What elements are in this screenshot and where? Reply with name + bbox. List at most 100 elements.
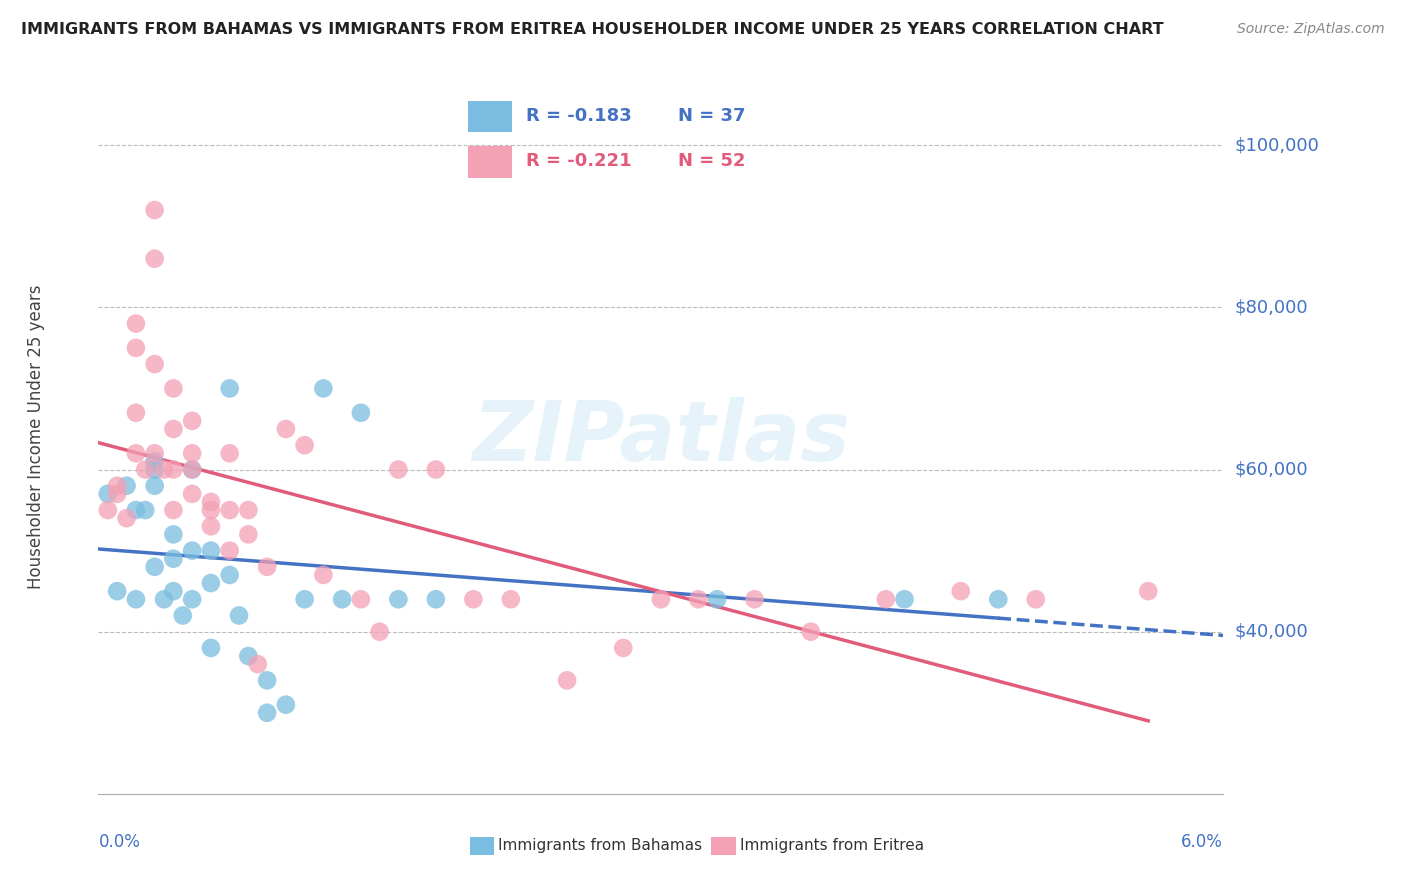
- Point: [143, 446, 166, 460]
- Point: [97, 487, 120, 501]
- Text: $80,000: $80,000: [1234, 298, 1308, 317]
- Text: Immigrants from Eritrea: Immigrants from Eritrea: [740, 838, 924, 854]
- Point: [143, 462, 166, 476]
- Point: [181, 446, 204, 460]
- Point: [650, 592, 672, 607]
- Point: [200, 576, 222, 591]
- Point: [181, 462, 204, 476]
- Point: [125, 503, 148, 517]
- Point: [115, 511, 138, 525]
- Point: [143, 202, 166, 217]
- Text: $100,000: $100,000: [1234, 136, 1319, 154]
- Point: [256, 559, 278, 574]
- Point: [1118, 868, 1140, 882]
- Point: [800, 624, 823, 639]
- Text: Source: ZipAtlas.com: Source: ZipAtlas.com: [1237, 22, 1385, 37]
- Point: [134, 462, 156, 476]
- Point: [200, 503, 222, 517]
- Point: [256, 673, 278, 688]
- Point: [218, 381, 240, 395]
- Text: 6.0%: 6.0%: [1181, 833, 1223, 851]
- Point: [125, 446, 148, 460]
- Point: [350, 406, 373, 420]
- Point: [744, 592, 766, 607]
- Text: $60,000: $60,000: [1234, 460, 1308, 478]
- Point: [134, 503, 156, 517]
- Point: [125, 341, 148, 355]
- Point: [1137, 584, 1160, 599]
- Point: [312, 568, 335, 582]
- Point: [256, 706, 278, 720]
- Point: [274, 422, 297, 436]
- Point: [181, 462, 204, 476]
- Point: [218, 543, 240, 558]
- Point: [181, 592, 204, 607]
- Point: [368, 624, 391, 639]
- Point: [238, 503, 260, 517]
- Point: [105, 487, 128, 501]
- Point: [200, 543, 222, 558]
- Point: [425, 592, 447, 607]
- Point: [162, 503, 184, 517]
- Point: [218, 446, 240, 460]
- Point: [949, 584, 972, 599]
- Point: [200, 495, 222, 509]
- Point: [274, 698, 297, 712]
- Point: [875, 592, 897, 607]
- Text: $40,000: $40,000: [1234, 623, 1308, 640]
- Text: 0.0%: 0.0%: [98, 833, 141, 851]
- Point: [330, 592, 353, 607]
- Text: Immigrants from Bahamas: Immigrants from Bahamas: [498, 838, 702, 854]
- Point: [688, 592, 710, 607]
- Point: [294, 438, 316, 452]
- Point: [238, 527, 260, 541]
- Bar: [711, 837, 737, 855]
- Point: [153, 592, 176, 607]
- Point: [125, 406, 148, 420]
- Point: [162, 584, 184, 599]
- Point: [162, 551, 184, 566]
- Point: [181, 487, 204, 501]
- Point: [499, 592, 522, 607]
- Point: [115, 479, 138, 493]
- Point: [125, 317, 148, 331]
- Point: [162, 527, 184, 541]
- Point: [463, 592, 485, 607]
- Text: ZIPatlas: ZIPatlas: [472, 397, 849, 477]
- Point: [294, 592, 316, 607]
- Point: [200, 519, 222, 533]
- Point: [143, 252, 166, 266]
- Bar: [470, 837, 495, 855]
- Point: [105, 584, 128, 599]
- Point: [162, 422, 184, 436]
- Point: [246, 657, 269, 672]
- Point: [312, 381, 335, 395]
- Point: [218, 503, 240, 517]
- Point: [143, 454, 166, 468]
- Point: [350, 592, 373, 607]
- Point: [143, 357, 166, 371]
- Point: [172, 608, 194, 623]
- Point: [200, 640, 222, 655]
- Point: [238, 648, 260, 663]
- Point: [105, 479, 128, 493]
- Point: [228, 608, 250, 623]
- Point: [143, 559, 166, 574]
- Point: [181, 414, 204, 428]
- Point: [1025, 592, 1047, 607]
- Text: Householder Income Under 25 years: Householder Income Under 25 years: [27, 285, 45, 590]
- Point: [143, 479, 166, 493]
- Point: [218, 568, 240, 582]
- Point: [153, 462, 176, 476]
- Point: [893, 592, 915, 607]
- Point: [125, 592, 148, 607]
- Point: [387, 592, 409, 607]
- Text: IMMIGRANTS FROM BAHAMAS VS IMMIGRANTS FROM ERITREA HOUSEHOLDER INCOME UNDER 25 Y: IMMIGRANTS FROM BAHAMAS VS IMMIGRANTS FR…: [21, 22, 1164, 37]
- Point: [162, 381, 184, 395]
- Point: [612, 640, 634, 655]
- Point: [97, 503, 120, 517]
- Point: [555, 673, 578, 688]
- Point: [387, 462, 409, 476]
- Point: [162, 462, 184, 476]
- Point: [706, 592, 728, 607]
